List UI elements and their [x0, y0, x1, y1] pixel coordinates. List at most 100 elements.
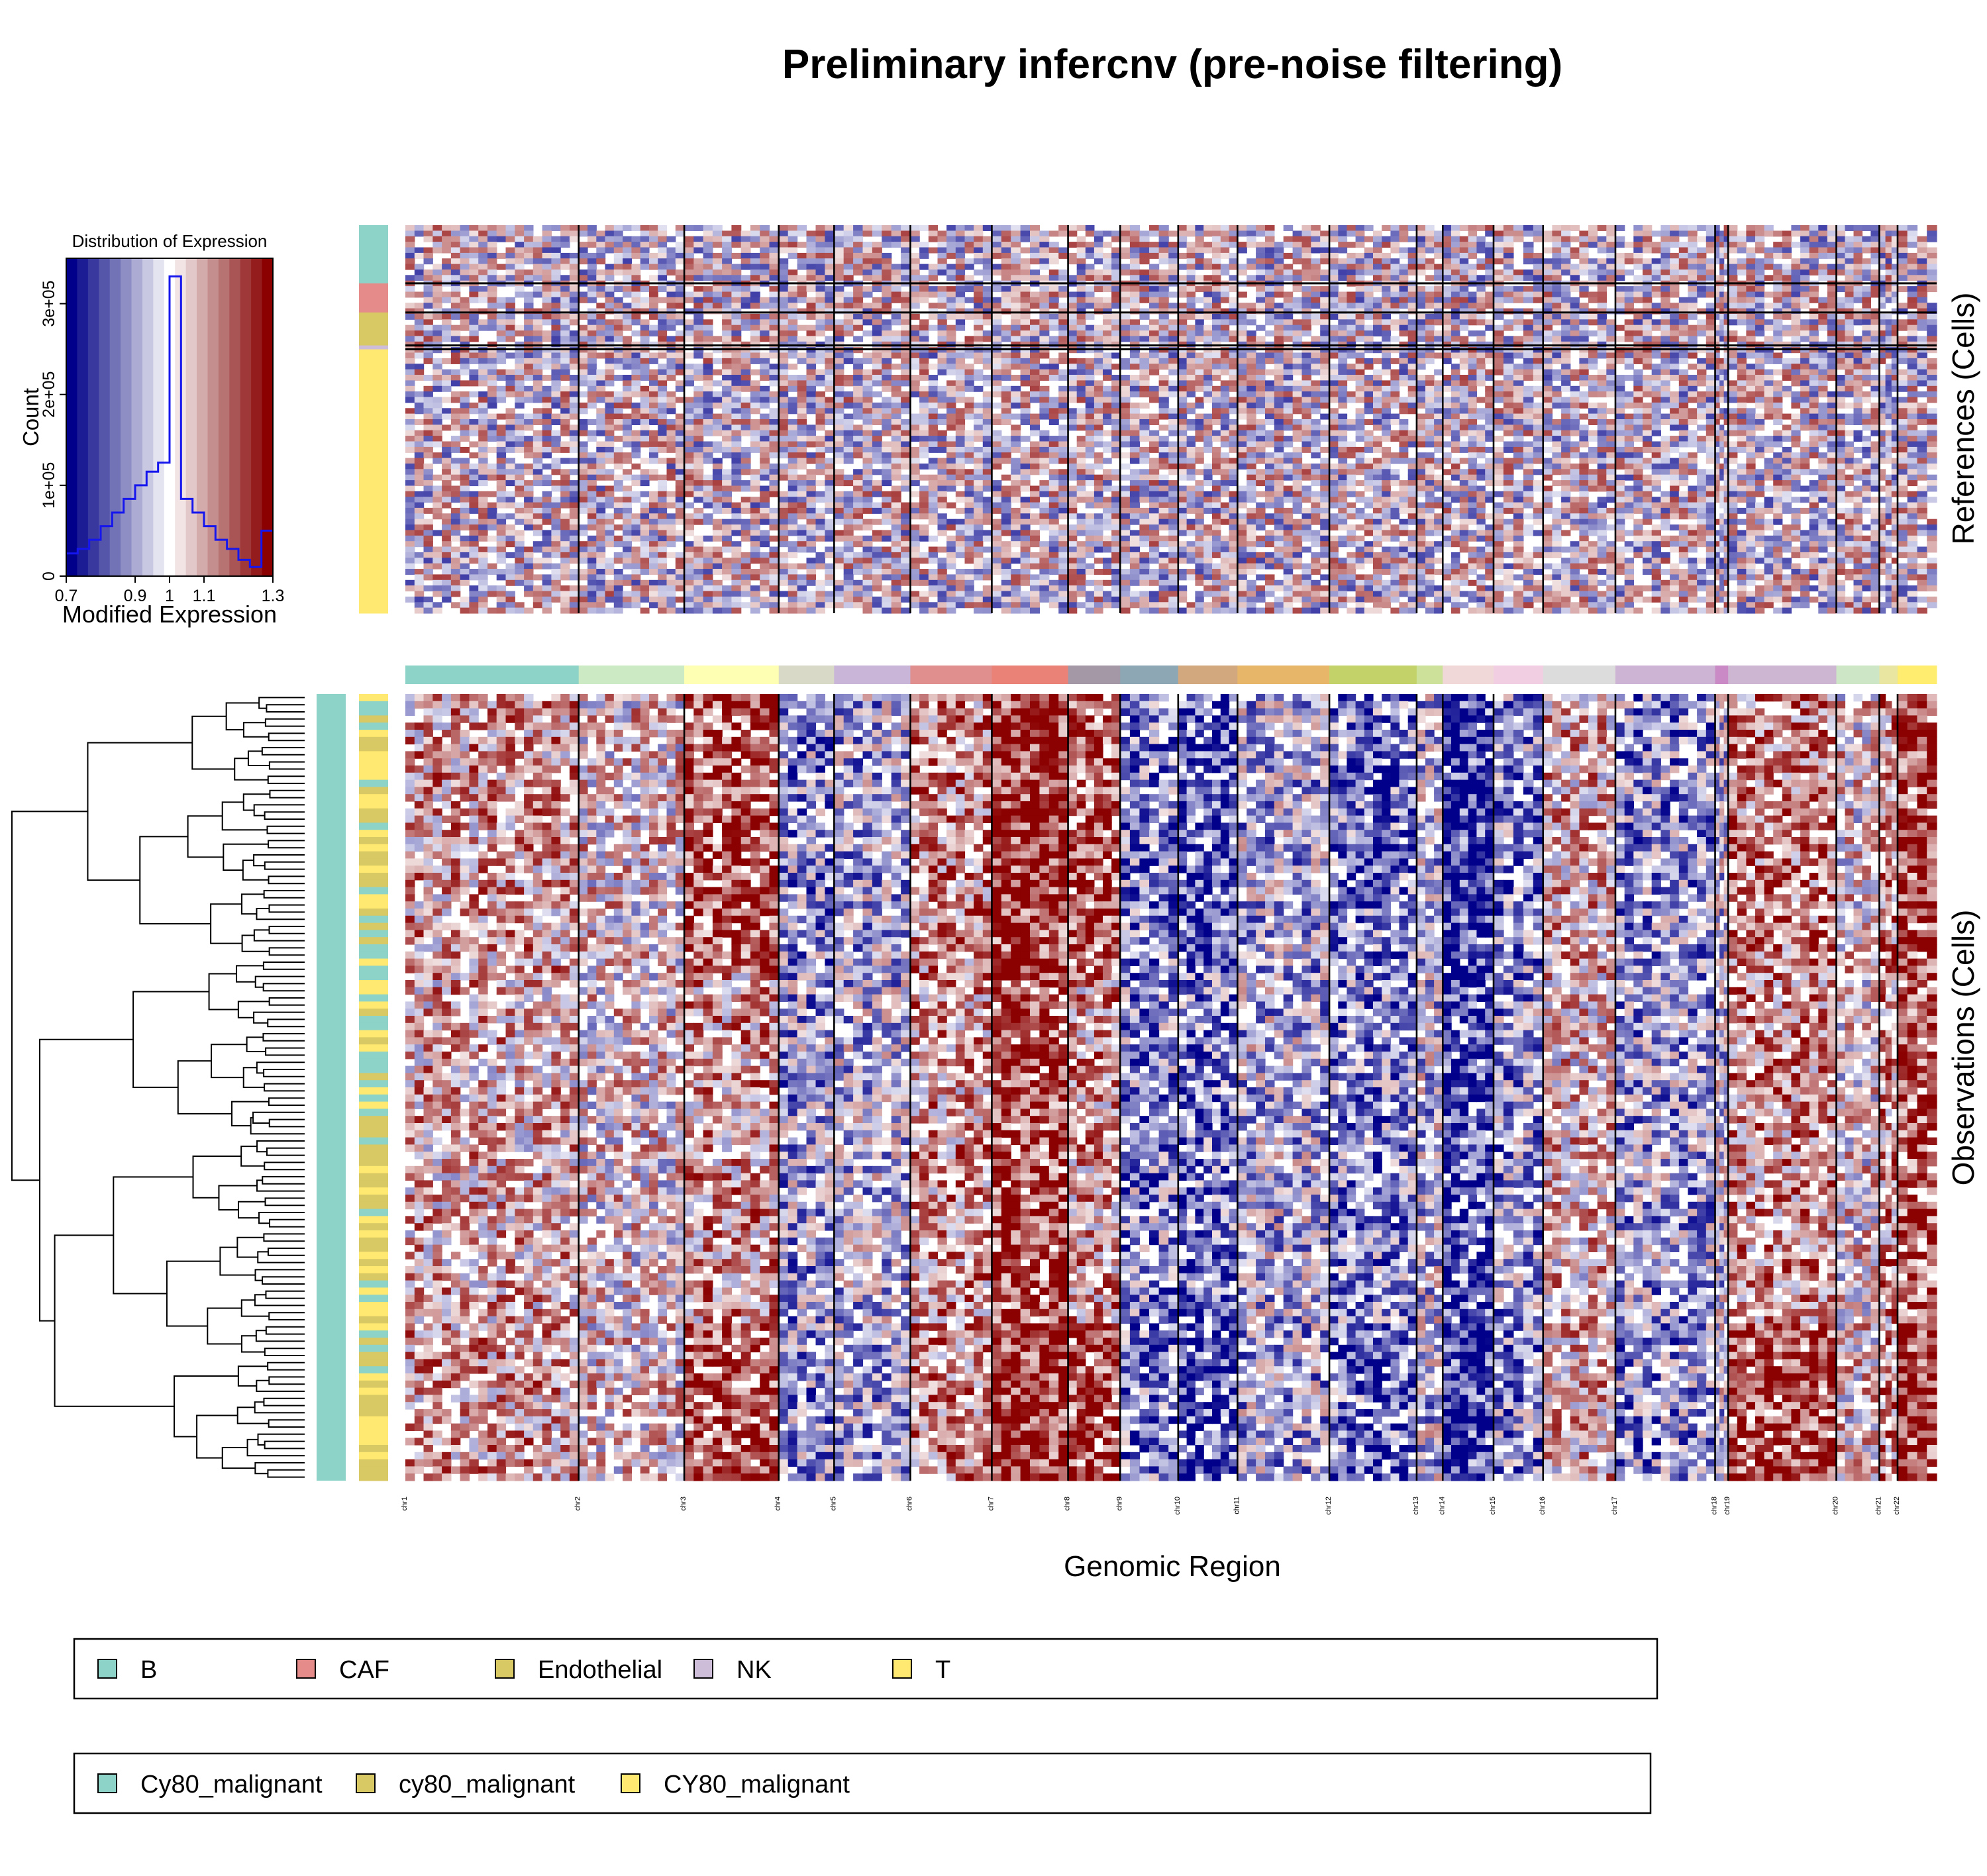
- reference-heatmap-cell: [1237, 248, 1247, 254]
- reference-heatmap-cell: [415, 275, 424, 281]
- reference-heatmap-cell: [797, 230, 807, 236]
- reference-heatmap-cell: [676, 225, 685, 231]
- reference-heatmap-cell: [1809, 236, 1819, 242]
- reference-heatmap-cell: [1195, 225, 1203, 231]
- reference-heatmap-cell: [1425, 275, 1435, 281]
- reference-heatmap-cell: [587, 253, 597, 259]
- reference-group-caf: [359, 283, 388, 313]
- reference-heatmap-cell: [1697, 275, 1706, 281]
- reference-heatmap-cell: [1503, 236, 1514, 242]
- reference-heatmap-cell: [1746, 264, 1755, 270]
- reference-heatmap-cell: [1094, 236, 1103, 242]
- reference-heatmap-cell: [1854, 225, 1863, 231]
- reference-heatmap-cell: [1598, 242, 1607, 248]
- reference-heatmap-cell: [1643, 242, 1652, 248]
- reference-heatmap-cell: [797, 253, 807, 259]
- reference-heatmap-cell: [1364, 248, 1374, 254]
- reference-heatmap-cell: [542, 286, 552, 292]
- reference-heatmap-cell: [1494, 248, 1504, 254]
- reference-heatmap-cell: [1800, 275, 1809, 281]
- reference-heatmap-cell: [515, 242, 524, 248]
- reference-heatmap-cell: [1764, 264, 1774, 270]
- reference-heatmap-cell: [1917, 258, 1927, 264]
- reference-heatmap-cell: [614, 248, 623, 254]
- reference-heatmap-cell: [1094, 230, 1103, 236]
- reference-heatmap-cell: [965, 258, 974, 264]
- reference-heatmap-cell: [596, 236, 605, 242]
- reference-heatmap-cell: [1688, 275, 1697, 281]
- reference-heatmap-cell: [1021, 264, 1031, 270]
- reference-heatmap-cell: [451, 270, 460, 275]
- reference-heatmap-cell: [1755, 264, 1764, 270]
- reference-heatmap-cell: [405, 242, 415, 248]
- reference-heatmap-cell: [551, 225, 560, 231]
- reference-heatmap-cell: [1660, 236, 1670, 242]
- reference-heatmap-cell: [797, 258, 807, 264]
- reference-heatmap-cell: [760, 264, 770, 270]
- reference-heatmap-cell: [1256, 242, 1266, 248]
- reference-heatmap-cell: [506, 258, 515, 264]
- reference-heatmap-cell: [560, 258, 570, 264]
- reference-heatmap-cell: [853, 253, 863, 259]
- reference-heatmap-cell: [882, 253, 892, 259]
- reference-heatmap-cell: [1460, 258, 1468, 264]
- reference-heatmap-cell: [469, 230, 478, 236]
- reference-heatmap-cell: [1827, 264, 1837, 270]
- reference-heatmap-cell: [1373, 275, 1382, 281]
- reference-heatmap-cell: [1212, 275, 1221, 281]
- reference-heatmap-cell: [1533, 230, 1544, 236]
- reference-heatmap-cell: [1077, 248, 1086, 254]
- reference-heatmap-cell: [713, 230, 723, 236]
- color-key-swatch: [262, 258, 274, 576]
- reference-heatmap-cell: [640, 248, 650, 254]
- reference-heatmap-cell: [722, 270, 732, 275]
- reference-heatmap-cell: [542, 236, 552, 242]
- reference-heatmap-cell: [1120, 248, 1130, 254]
- reference-heatmap-cell: [1837, 253, 1846, 259]
- reference-heatmap-cell: [684, 242, 694, 248]
- reference-heatmap-cell: [1247, 236, 1256, 242]
- reference-heatmap-cell: [1494, 258, 1504, 264]
- reference-heatmap-cell: [825, 230, 835, 236]
- reference-heatmap-cell: [1311, 264, 1321, 270]
- reference-heatmap-cell: [1434, 242, 1443, 248]
- reference-heatmap-cell: [1764, 230, 1774, 236]
- reference-heatmap-cell: [1737, 270, 1747, 275]
- reference-heatmap-cell: [983, 253, 992, 259]
- reference-heatmap-cell: [1390, 225, 1400, 231]
- reference-heatmap-cell: [1417, 264, 1426, 270]
- reference-heatmap-cell: [853, 264, 863, 270]
- reference-heatmap-cell: [605, 286, 615, 292]
- reference-heatmap-cell: [1274, 242, 1284, 248]
- reference-heatmap-cell: [788, 242, 798, 248]
- reference-heatmap-cell: [658, 286, 667, 292]
- reference-heatmap-cell: [1159, 253, 1169, 259]
- reference-heatmap-cell: [649, 225, 658, 231]
- reference-heatmap-cell: [1460, 270, 1468, 275]
- reference-heatmap-cell: [807, 258, 817, 264]
- reference-heatmap-cell: [649, 230, 658, 236]
- reference-heatmap-cell: [1898, 264, 1908, 270]
- reference-heatmap-cell: [497, 230, 506, 236]
- reference-heatmap-cell: [1552, 275, 1561, 281]
- reference-heatmap-cell: [1782, 242, 1792, 248]
- reference-heatmap-cell: [1094, 270, 1103, 275]
- reference-heatmap-cell: [614, 286, 623, 292]
- reference-heatmap-cell: [1791, 230, 1800, 236]
- reference-heatmap-cell: [1679, 275, 1688, 281]
- reference-heatmap-cell: [1077, 275, 1086, 281]
- reference-heatmap-cell: [1719, 270, 1724, 275]
- reference-heatmap-cell: [1030, 270, 1040, 275]
- reference-heatmap-cell: [797, 264, 807, 270]
- reference-heatmap-cell: [1229, 230, 1238, 236]
- reference-heatmap-cell: [770, 264, 780, 270]
- reference-heatmap-cell: [1791, 270, 1800, 275]
- reference-heatmap-cell: [524, 248, 533, 254]
- reference-heatmap-cell: [992, 286, 1001, 292]
- reference-heatmap-cell: [1274, 258, 1284, 264]
- reference-heatmap-cell: [405, 236, 415, 242]
- reference-heatmap-cell: [1854, 242, 1863, 248]
- reference-heatmap-cell: [623, 236, 632, 242]
- reference-heatmap-cell: [1679, 270, 1688, 275]
- reference-heatmap-cell: [722, 242, 732, 248]
